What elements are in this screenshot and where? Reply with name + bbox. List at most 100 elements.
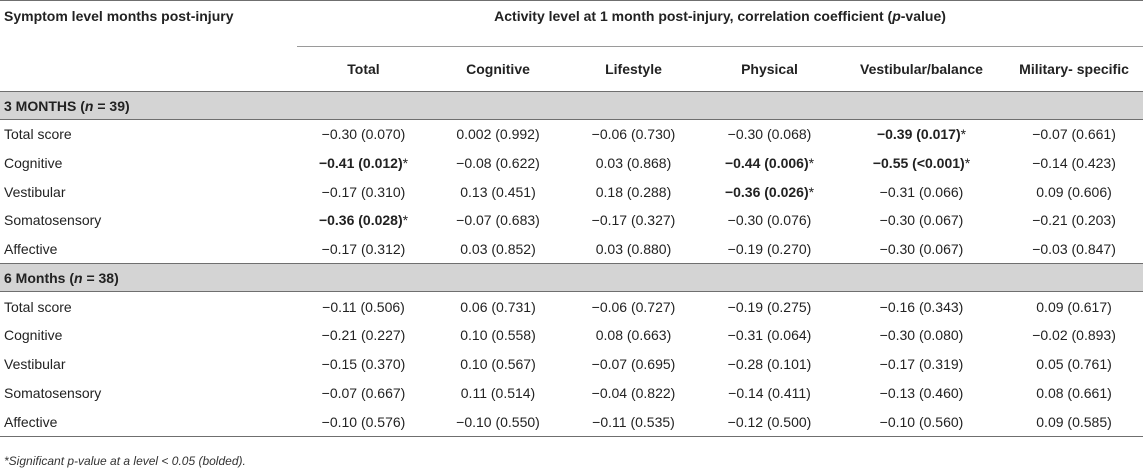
cell-value: −0.15 (0.370)	[321, 356, 406, 373]
row-label: Total score	[4, 126, 72, 143]
footnote: *Significant p-value at a level < 0.05 (…	[4, 454, 246, 468]
table-cell: 0.09 (0.585)	[1005, 407, 1143, 436]
cell-value: −0.17 (0.327)	[591, 212, 676, 229]
significance-star: *	[960, 126, 967, 143]
row-label: Vestibular	[4, 183, 66, 200]
significance-star: *	[964, 155, 971, 172]
row-label: Affective	[4, 413, 58, 430]
table-row: Cognitive −0.21 (0.227) 0.10 (0.558) 0.08 (…	[0, 321, 1143, 350]
cell-value: −0.19 (0.275)	[727, 298, 812, 315]
table-row: Vestibular −0.17 (0.310) 0.13 (0.451) 0.18 …	[0, 177, 1143, 206]
cell-value: 0.10 (0.558)	[460, 327, 536, 344]
table-cell: −0.07 (0.695)	[566, 350, 701, 379]
column-header: Total	[347, 61, 380, 77]
section-title: 6 Months (n = 38)	[0, 263, 1143, 293]
cell-value: −0.30 (0.070)	[321, 126, 406, 143]
table-row: Vestibular −0.15 (0.370) 0.10 (0.567) −0.07…	[0, 350, 1143, 379]
cell-value: −0.19 (0.270)	[727, 241, 812, 258]
row-label-title: Symptom level months post-injury	[4, 8, 234, 24]
table-cell: −0.44 (0.006)*	[701, 149, 838, 178]
table-cell: 0.10 (0.567)	[430, 350, 566, 379]
table-cell: −0.31 (0.064)	[701, 321, 838, 350]
table-cell: −0.11 (0.535)	[566, 407, 701, 436]
table-cell: −0.02 (0.893)	[1005, 321, 1143, 350]
cell-value: −0.07 (0.695)	[591, 356, 676, 373]
cell-value: −0.28 (0.101)	[727, 356, 812, 373]
cell-value: −0.13 (0.460)	[879, 384, 964, 401]
section-title-suffix: = 38)	[82, 269, 119, 286]
table-body: 3 MONTHS (n = 39) Total score −0.30 (0.070…	[0, 91, 1143, 437]
cell-value: −0.04 (0.822)	[591, 384, 676, 401]
table-cell: −0.39 (0.017)*	[838, 120, 1005, 149]
table-cell: −0.19 (0.270)	[701, 235, 838, 264]
table-cell: −0.06 (0.727)	[566, 292, 701, 321]
table-cell: 0.03 (0.868)	[566, 149, 701, 178]
header-spacer	[0, 47, 297, 92]
significance-star: *	[808, 183, 815, 200]
cell-value: −0.36 (0.028)	[318, 212, 403, 229]
table-cell: −0.07 (0.683)	[430, 206, 566, 235]
section-title: 3 MONTHS (n = 39)	[0, 91, 1143, 120]
cell-value: −0.30 (0.067)	[879, 212, 964, 229]
cell-value: 0.03 (0.868)	[595, 155, 672, 172]
cell-value: −0.17 (0.319)	[879, 356, 964, 373]
column-header: Military- specific	[1019, 61, 1129, 77]
table-cell: −0.15 (0.370)	[297, 350, 430, 379]
cell-value: 0.06 (0.731)	[460, 298, 536, 315]
cell-value: −0.07 (0.683)	[456, 212, 540, 229]
cell-value: −0.08 (0.622)	[456, 155, 540, 172]
cell-value: −0.11 (0.535)	[592, 413, 675, 430]
column-header: Vestibular/balance	[860, 61, 983, 77]
table-cell: 0.18 (0.288)	[566, 177, 701, 206]
table-cell: −0.30 (0.070)	[297, 120, 430, 149]
section-title-n: n	[84, 97, 94, 114]
cell-value: −0.14 (0.411)	[728, 384, 811, 401]
row-label: Cognitive	[4, 327, 63, 344]
cell-value: −0.17 (0.310)	[321, 183, 406, 200]
cell-value: −0.30 (0.067)	[879, 241, 964, 258]
table-cell: −0.10 (0.560)	[838, 407, 1005, 436]
table-row: Cognitive −0.41 (0.012)* −0.08 (0.622) 0.03…	[0, 149, 1143, 178]
table-cell: −0.30 (0.080)	[838, 321, 1005, 350]
section-title-prefix: 3 MONTHS (	[4, 97, 85, 114]
table-cell: −0.31 (0.066)	[838, 177, 1005, 206]
cell-value: 0.09 (0.617)	[1036, 298, 1112, 315]
span-title-prefix: Activity level at 1 month post-injury, c…	[494, 8, 893, 24]
table-cell: −0.36 (0.028)*	[297, 206, 430, 235]
cell-value: −0.21 (0.203)	[1032, 212, 1116, 229]
significance-star: *	[808, 155, 815, 172]
cell-value: −0.11 (0.506)	[322, 298, 405, 315]
table-cell: 0.03 (0.880)	[566, 235, 701, 264]
table-cell: −0.11 (0.506)	[297, 292, 430, 321]
cell-value: −0.17 (0.312)	[321, 241, 406, 258]
table-cell: 0.10 (0.558)	[430, 321, 566, 350]
significance-star: *	[402, 155, 409, 172]
cell-value: −0.30 (0.068)	[727, 126, 812, 143]
cell-value: −0.55 (<0.001)	[872, 155, 965, 172]
table-cell: 0.03 (0.852)	[430, 235, 566, 264]
table-row: Total score −0.30 (0.070) 0.002 (0.992) −0.…	[0, 120, 1143, 149]
table-cell: −0.41 (0.012)*	[297, 149, 430, 178]
cell-value: −0.44 (0.006)	[724, 155, 809, 172]
cell-value: −0.03 (0.847)	[1032, 241, 1116, 258]
cell-value: −0.41 (0.012)	[318, 155, 403, 172]
table-cell: −0.30 (0.067)	[838, 235, 1005, 264]
table-cell: −0.03 (0.847)	[1005, 235, 1143, 264]
table-cell: −0.06 (0.730)	[566, 120, 701, 149]
section-header-row: 6 Months (n = 38)	[0, 263, 1143, 293]
cell-value: 0.08 (0.661)	[1036, 384, 1112, 401]
section-title-suffix: = 39)	[93, 97, 130, 114]
table-cell: 0.05 (0.761)	[1005, 350, 1143, 379]
table-cell: −0.21 (0.203)	[1005, 206, 1143, 235]
cell-value: 0.10 (0.567)	[460, 356, 536, 373]
table-cell: −0.17 (0.327)	[566, 206, 701, 235]
cell-value: −0.07 (0.667)	[321, 384, 406, 401]
table-cell: −0.10 (0.550)	[430, 407, 566, 436]
column-header: Physical	[741, 61, 798, 77]
cell-value: −0.10 (0.576)	[321, 413, 406, 430]
table-cell: 0.11 (0.514)	[430, 379, 566, 408]
cell-value: −0.39 (0.017)	[876, 126, 961, 143]
correlation-table: Symptom level months post-injury Activit…	[0, 0, 1143, 437]
table-cell: −0.30 (0.067)	[838, 206, 1005, 235]
